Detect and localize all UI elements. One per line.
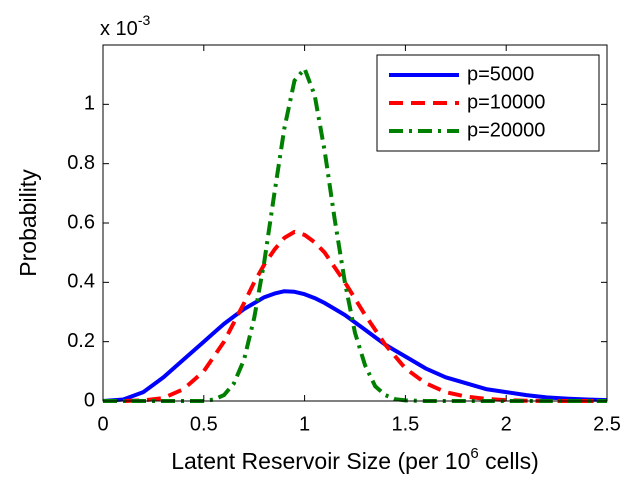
x-axis-label-text: Latent Reservoir Size (per 10 (171, 448, 470, 474)
y-tick-label: 1 (84, 93, 95, 115)
x-tick-label: 1 (299, 413, 310, 435)
x-axis-label-suffix: cells) (479, 448, 539, 474)
x-tick-label: 0 (97, 413, 108, 435)
series-line (103, 229, 607, 403)
y-multiplier-base: x 10 (100, 18, 138, 40)
y-tick-label: 0.4 (67, 271, 95, 293)
x-tick-label: 1.5 (391, 413, 419, 435)
y-tick-label: 0.8 (67, 152, 95, 174)
x-axis-label-superscript: 6 (470, 445, 478, 462)
y-tick-label: 0 (84, 389, 95, 411)
x-tick-label: 0.5 (190, 413, 218, 435)
y-multiplier-exponent: -3 (138, 12, 151, 28)
y-multiplier: x 10-3 (100, 12, 150, 41)
x-tick-label: 2 (501, 413, 512, 435)
legend-label: p=20000 (467, 119, 545, 141)
y-tick-label: 0.6 (67, 211, 95, 233)
x-axis-label: Latent Reservoir Size (per 106 cells) (171, 445, 539, 474)
y-tick-label: 0.2 (67, 330, 95, 352)
legend-label: p=5000 (467, 63, 534, 85)
series-line (102, 289, 608, 403)
y-axis-label: Probability (15, 169, 41, 277)
x-tick-label: 2.5 (593, 413, 621, 435)
legend-label: p=10000 (467, 91, 545, 113)
